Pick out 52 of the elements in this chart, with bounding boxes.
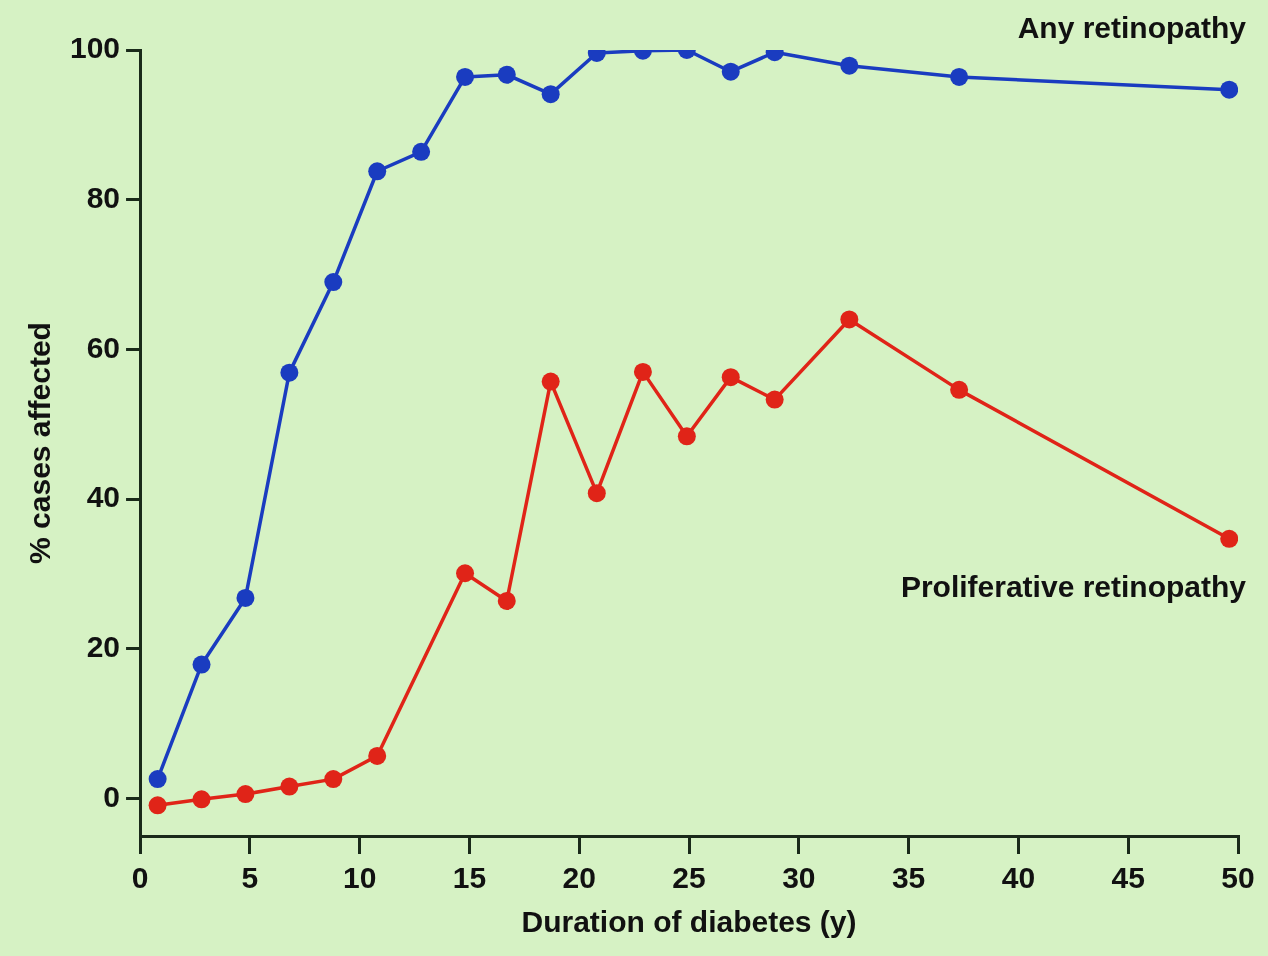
x-tick-label: 15	[452, 861, 487, 895]
x-tick-label: 10	[342, 861, 377, 895]
y-tick-label: 20	[86, 630, 121, 664]
point	[765, 390, 784, 409]
y-axis-title: % cases affected	[23, 322, 57, 564]
point	[192, 790, 211, 809]
point	[148, 770, 167, 789]
series-label: Proliferative retinopathy	[900, 570, 1247, 604]
point	[412, 142, 431, 161]
x-tick-label: 45	[1111, 861, 1145, 895]
x-tick-label: 40	[1001, 861, 1036, 895]
y-tick-label: 100	[69, 31, 121, 65]
point	[236, 785, 255, 804]
point	[456, 67, 475, 86]
point	[236, 588, 255, 607]
point	[541, 372, 560, 391]
x-tick-label: 25	[672, 861, 706, 895]
point	[721, 62, 740, 81]
x-tick-label: 50	[1221, 861, 1255, 895]
point	[840, 310, 859, 329]
y-tick-label: 0	[103, 779, 121, 813]
point	[456, 564, 475, 583]
point	[497, 65, 516, 84]
point	[950, 67, 969, 86]
point	[587, 484, 606, 503]
x-tick-label: 30	[782, 861, 816, 895]
x-tick-label: 0	[131, 861, 149, 895]
point	[497, 591, 516, 610]
point	[280, 363, 299, 382]
point	[368, 746, 387, 765]
x-tick-label: 20	[562, 861, 596, 895]
point	[1220, 529, 1238, 548]
point	[840, 56, 859, 75]
point	[368, 162, 387, 181]
point	[324, 273, 343, 292]
point	[950, 380, 969, 399]
point	[633, 362, 652, 381]
point	[541, 85, 560, 104]
x-tick-label: 5	[241, 861, 259, 895]
point	[721, 368, 740, 387]
point	[324, 770, 343, 789]
point	[280, 777, 299, 796]
x-tick-label: 35	[891, 861, 926, 895]
point	[148, 796, 167, 815]
series-label: Any retinopathy	[1017, 10, 1247, 44]
y-tick-label: 60	[86, 330, 121, 364]
y-tick-label: 40	[86, 480, 121, 514]
point	[1220, 80, 1238, 99]
point	[677, 427, 696, 446]
point	[192, 655, 211, 674]
x-axis-title: Duration of diabetes (y)	[521, 905, 857, 939]
y-tick-label: 80	[86, 180, 121, 214]
